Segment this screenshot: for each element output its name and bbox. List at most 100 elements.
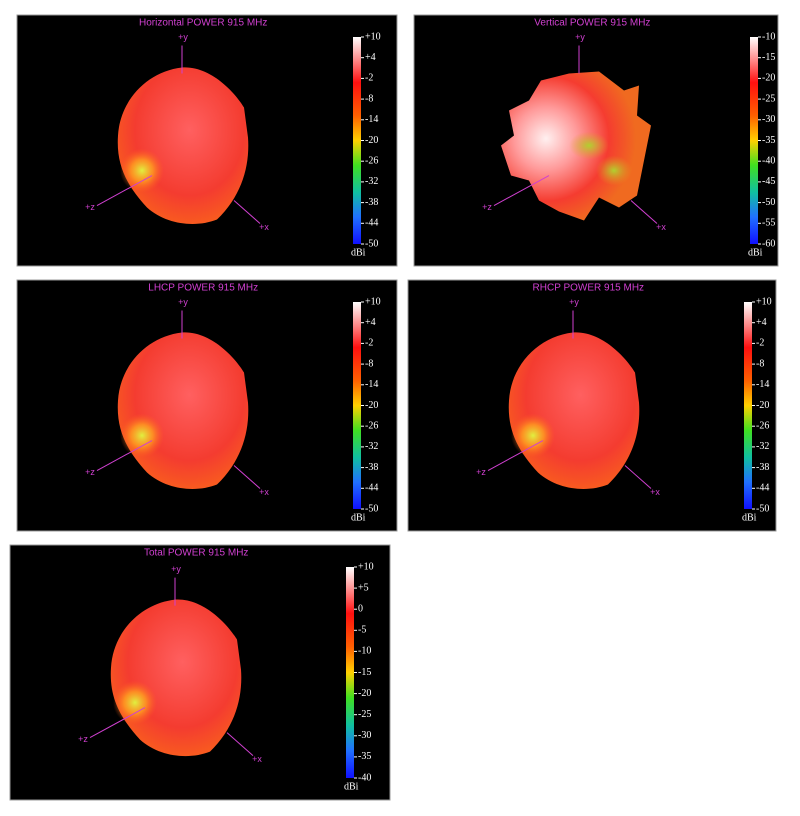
colorbar-tick-label: -38 <box>365 462 378 473</box>
axis-line <box>89 707 146 739</box>
colorbar <box>353 37 361 244</box>
axis-label: +z <box>482 202 492 212</box>
axis-label: +x <box>656 222 666 232</box>
colorbar-tick-label: -30 <box>762 114 775 125</box>
colorbar-tick-label: -26 <box>756 420 769 431</box>
colorbar-tick-label: -20 <box>756 400 769 411</box>
surface-shade <box>569 131 609 160</box>
axis-line <box>233 200 261 224</box>
plot-title: Vertical POWER 915 MHz <box>534 18 650 29</box>
axis-line <box>96 440 153 471</box>
colorbar-tick-label: -50 <box>762 197 775 208</box>
colorbar-tick-label: +10 <box>365 31 381 42</box>
colorbar-tick-label: -5 <box>358 625 366 636</box>
colorbar-tick-label: -44 <box>365 218 378 229</box>
axis-label: +y <box>575 32 585 42</box>
surface-shade <box>120 148 164 193</box>
colorbar <box>353 302 361 509</box>
colorbar-tick-label: +5 <box>358 582 369 593</box>
colorbar-tick-label: -32 <box>365 176 378 187</box>
colorbar-tick-label: -15 <box>762 52 775 63</box>
colorbar-tick-label: -35 <box>358 751 371 762</box>
colorbar-tick-label: -40 <box>358 772 371 783</box>
axis-label: +y <box>178 297 188 307</box>
axis-label: +y <box>171 564 181 574</box>
colorbar-tick-label: -14 <box>365 114 378 125</box>
colorbar-tick-label: -50 <box>365 503 378 514</box>
colorbar-tick-label: -20 <box>358 688 371 699</box>
colorbar-tick-label: +4 <box>756 317 767 328</box>
colorbar-tick-label: -30 <box>358 730 371 741</box>
colorbar-tick-label: -60 <box>762 238 775 249</box>
colorbar-tick-label: -2 <box>756 338 764 349</box>
axis-line <box>624 465 652 489</box>
axis-line <box>487 440 544 471</box>
colorbar-tick-label: -8 <box>365 358 373 369</box>
axis-line <box>630 200 658 224</box>
plot-title: RHCP POWER 915 MHz <box>533 283 645 294</box>
colorbar-tick-label: -45 <box>762 176 775 187</box>
axis-label: +x <box>259 487 269 497</box>
colorbar-tick-label: -50 <box>365 238 378 249</box>
axis-label: +x <box>259 222 269 232</box>
colorbar <box>750 37 758 244</box>
colorbar-tick-label: +10 <box>365 296 381 307</box>
plot-panel: Total POWER 915 MHz +y +z +x +10 +5 0 -5 -10 -15 -… <box>9 544 391 801</box>
plot-panel: RHCP POWER 915 MHz +y +z +x +10 +4 -2 -8 -14 -20 -… <box>407 279 777 532</box>
axis-line <box>233 465 261 489</box>
plot-panel: Vertical POWER 915 MHz +y +z +x -10 -15 -20 -25… <box>413 14 779 267</box>
colorbar-tick-label: -32 <box>365 441 378 452</box>
pattern-surface <box>110 599 242 757</box>
colorbar-tick-label: +4 <box>365 52 376 63</box>
colorbar <box>744 302 752 509</box>
axis-label: +z <box>85 467 95 477</box>
colorbar-tick-label: +10 <box>756 296 772 307</box>
colorbar-unit: dBi <box>344 781 359 792</box>
colorbar-tick-label: -15 <box>358 667 371 678</box>
colorbar-tick-label: -8 <box>365 93 373 104</box>
plot-title: Total POWER 915 MHz <box>144 548 248 559</box>
colorbar-tick-label: 0 <box>358 603 363 614</box>
colorbar-tick-label: -38 <box>756 462 769 473</box>
colorbar-tick-label: -32 <box>756 441 769 452</box>
colorbar-tick-label: -20 <box>365 400 378 411</box>
colorbar-tick-label: -25 <box>762 93 775 104</box>
surface-shade <box>596 155 632 186</box>
colorbar-unit: dBi <box>351 512 366 523</box>
pattern-surface <box>501 71 651 221</box>
surface-shade <box>511 413 555 458</box>
plot-panel: Horizontal POWER 915 MHz +y +z +x +10 +4 -2 -8 -… <box>16 14 398 267</box>
pattern-surface <box>508 332 640 489</box>
plot-title: LHCP POWER 915 MHz <box>148 283 258 294</box>
axis-line <box>96 175 153 206</box>
colorbar-tick-label: -8 <box>756 358 764 369</box>
colorbar-tick-label: -14 <box>365 379 378 390</box>
axis-label: +z <box>85 202 95 212</box>
surface-shade <box>113 680 157 725</box>
colorbar-tick-label: -38 <box>365 197 378 208</box>
colorbar-tick-label: -20 <box>762 73 775 84</box>
axis-line <box>226 732 254 756</box>
colorbar-unit: dBi <box>351 247 366 258</box>
colorbar-tick-label: -26 <box>365 155 378 166</box>
colorbar-tick-label: -55 <box>762 218 775 229</box>
axis-label: +y <box>569 297 579 307</box>
pattern-surface <box>117 67 249 224</box>
surface-shade <box>120 413 164 458</box>
colorbar-tick-label: +10 <box>358 561 374 572</box>
colorbar-tick-label: -26 <box>365 420 378 431</box>
colorbar-tick-label: -2 <box>365 73 373 84</box>
colorbar-tick-label: -44 <box>756 483 769 494</box>
axis-label: +z <box>476 467 486 477</box>
colorbar-unit: dBi <box>748 247 763 258</box>
colorbar-tick-label: -10 <box>762 31 775 42</box>
plot-panel: LHCP POWER 915 MHz +y +z +x +10 +4 -2 -8 -14 -20 -… <box>16 279 398 532</box>
colorbar-tick-label: -35 <box>762 135 775 146</box>
pattern-surface <box>117 332 249 489</box>
colorbar-tick-label: -44 <box>365 483 378 494</box>
axis-label: +z <box>78 734 88 744</box>
colorbar <box>346 567 354 778</box>
colorbar-tick-label: -25 <box>358 709 371 720</box>
axis-label: +x <box>650 487 660 497</box>
